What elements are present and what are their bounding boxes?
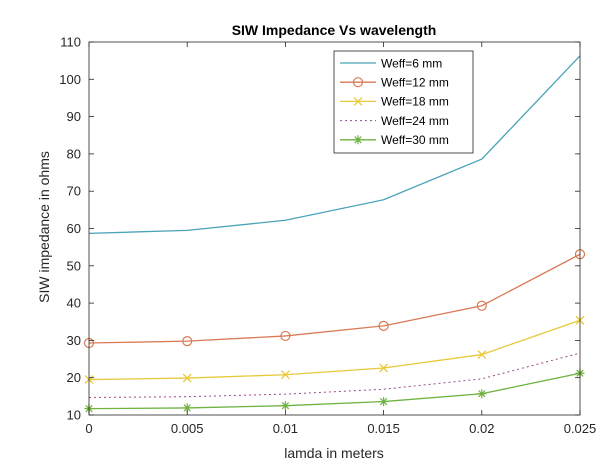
- y-tick-label: 50: [67, 258, 81, 273]
- data-point: [379, 363, 389, 373]
- data-point: [280, 401, 290, 411]
- x-tick-label: 0.025: [564, 421, 597, 436]
- legend-entry: Weff=18 mm: [340, 95, 449, 109]
- data-point-shape: [378, 320, 389, 331]
- x-tick-label: 0.02: [469, 421, 494, 436]
- y-tick-label: 70: [67, 184, 81, 199]
- series-line: [88, 55, 581, 234]
- series-line: [88, 372, 581, 410]
- legend-marker-shape: [353, 135, 363, 145]
- y-tick-label: 60: [67, 221, 81, 236]
- data-point-shape: [280, 401, 290, 411]
- legend-entry: Weff=6 mm: [340, 56, 442, 70]
- data-point-shape: [477, 389, 487, 399]
- y-tick-label: 20: [67, 370, 81, 385]
- data-point: [379, 397, 389, 407]
- data-point: [280, 370, 290, 380]
- legend-marker-shape: [353, 96, 363, 106]
- data-point-shape: [280, 370, 290, 380]
- data-point: [182, 336, 193, 347]
- series-4: [88, 352, 581, 398]
- y-tick-label: 10: [67, 408, 81, 423]
- y-tick-label: 40: [67, 296, 81, 311]
- data-point-shape: [182, 403, 192, 413]
- legend-marker-shape: [352, 77, 364, 88]
- series-line: [88, 319, 581, 381]
- data-point-shape: [476, 300, 487, 311]
- legend-label: Weff=24 mm: [381, 114, 449, 128]
- series-line: [88, 352, 581, 398]
- data-point: [477, 389, 487, 399]
- data-point-shape: [280, 330, 291, 342]
- data-point: [182, 373, 192, 383]
- y-tick-label: 30: [67, 333, 81, 348]
- x-tick-label: 0: [85, 421, 92, 436]
- data-point: [476, 300, 487, 311]
- data-point: [477, 350, 487, 360]
- data-point-shape: [477, 350, 487, 360]
- data-point: [378, 320, 389, 331]
- legend-label: Weff=30 mm: [381, 133, 449, 147]
- x-tick-label: 0.015: [367, 421, 400, 436]
- legend-marker: [353, 135, 363, 145]
- y-tick-label: 80: [67, 146, 81, 161]
- data-point-shape: [379, 363, 389, 373]
- x-tick-label: 0.01: [273, 421, 298, 436]
- data-point-shape: [182, 336, 193, 347]
- legend-entry: Weff=12 mm: [340, 76, 449, 90]
- legend-marker: [353, 96, 363, 106]
- legend-label: Weff=6 mm: [381, 56, 442, 70]
- legend-entry: Weff=24 mm: [340, 114, 449, 128]
- data-point-shape: [379, 397, 389, 407]
- data-point: [182, 403, 192, 413]
- data-point: [280, 330, 291, 342]
- legend-label: Weff=12 mm: [381, 76, 449, 90]
- legend: Weff=6 mm Weff=12 mm Weff=18 mm Weff=24 mm W…: [333, 50, 474, 154]
- data-point-shape: [182, 373, 192, 383]
- series-1: [88, 55, 581, 234]
- legend-entry: Weff=30 mm: [340, 133, 449, 147]
- x-tick-label: 0.005: [171, 421, 204, 436]
- axes: 0 0.005 0.01 0.015 0.02 0.025 10 20 30 40 50 60 70 80…: [59, 35, 596, 437]
- y-tick-label: 110: [60, 35, 81, 50]
- chart-title: SIW Impedance Vs wavelength: [232, 22, 437, 38]
- x-axis-label: lamda in meters: [284, 445, 384, 461]
- legend-label: Weff=18 mm: [381, 95, 449, 109]
- series-line: [88, 253, 581, 344]
- y-axis-label: SIW impedance in ohms: [36, 151, 52, 303]
- y-tick-label: 90: [67, 109, 81, 124]
- y-tick-label: 100: [59, 72, 81, 87]
- legend-marker: [352, 77, 364, 88]
